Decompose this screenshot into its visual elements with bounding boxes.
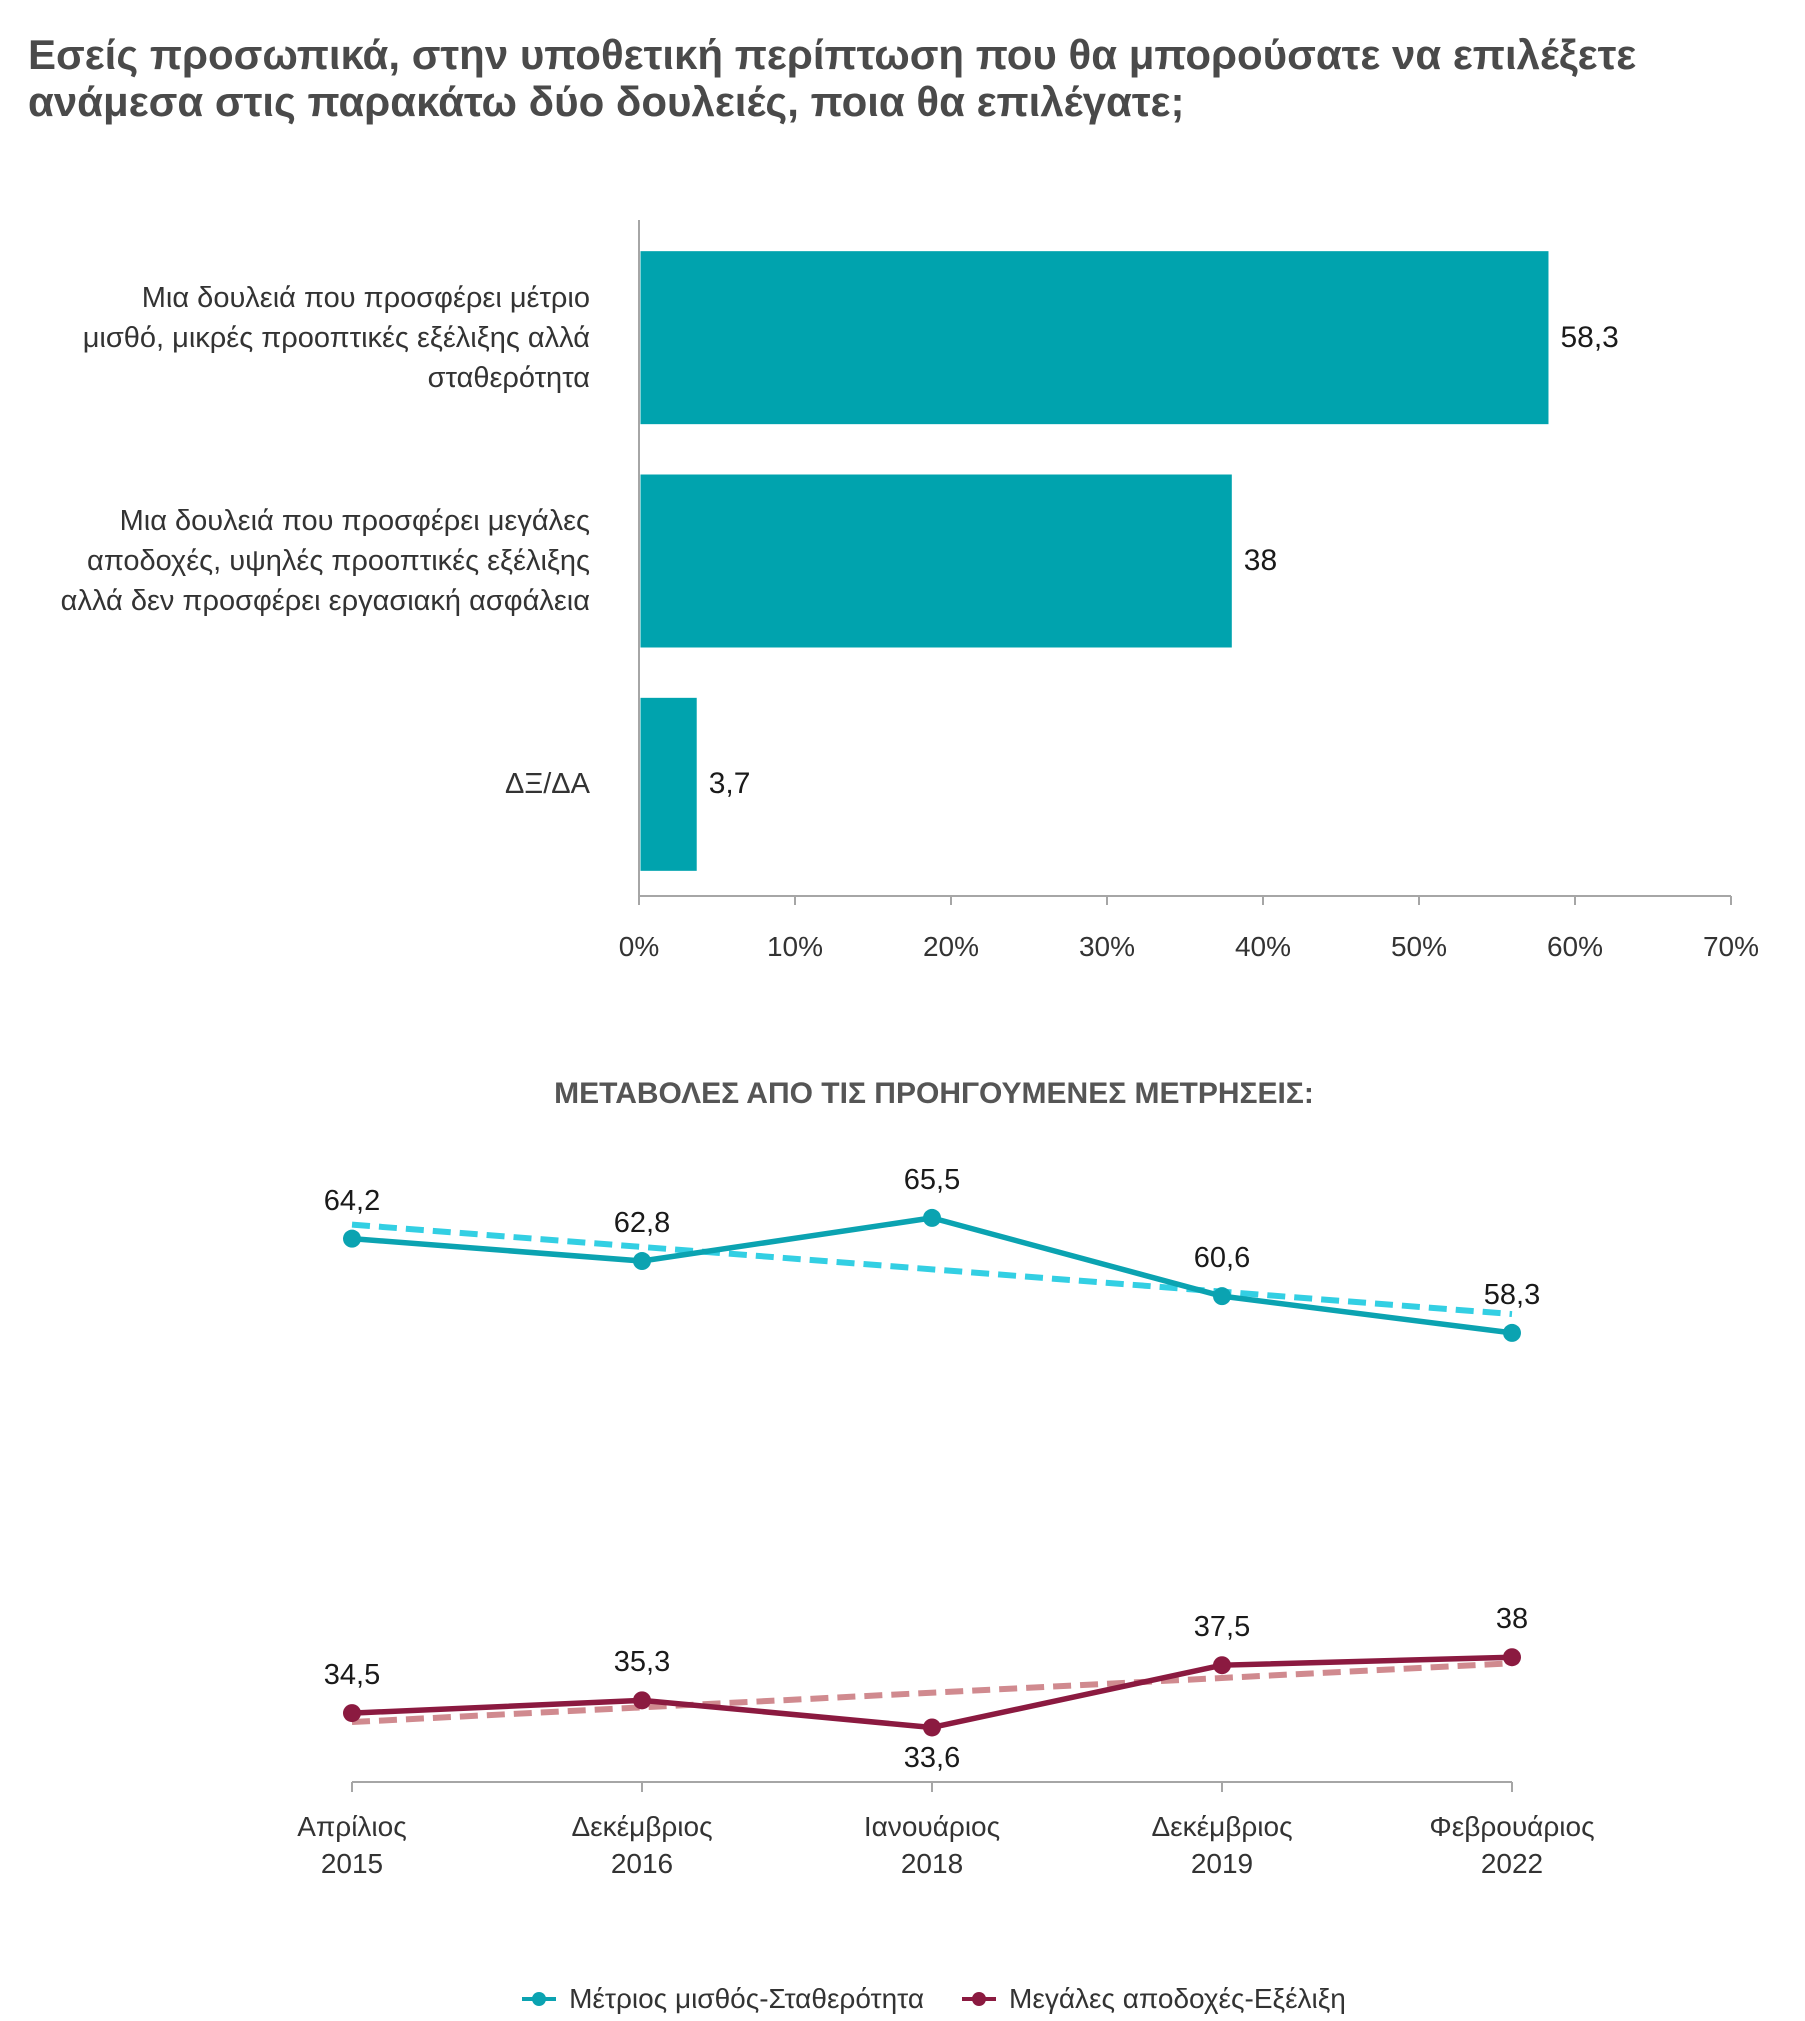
bar — [640, 251, 1549, 425]
data-label: 34,5 — [323, 1659, 381, 1692]
bar — [640, 697, 697, 871]
data-label: 38 — [1495, 1603, 1529, 1636]
x-tick-label: 70% — [1702, 931, 1760, 962]
data-label: 58,3 — [1483, 1278, 1541, 1311]
x-tick-label: 40% — [1234, 931, 1292, 962]
x-category-label: Ιανουάριος 2018 — [863, 1811, 1001, 1879]
data-point — [343, 1704, 361, 1723]
legend-item: Μεγάλες αποδοχές-Εξέλιξη — [962, 1982, 1346, 2016]
data-label: 65,5 — [903, 1163, 961, 1196]
data-point — [1213, 1287, 1231, 1306]
category-label: Μια δουλειά που προσφέρει μέτριο μισθό, … — [82, 281, 590, 394]
x-tick-label: 50% — [1390, 931, 1448, 962]
data-point — [1503, 1323, 1521, 1342]
legend-line-marker-icon — [522, 1992, 557, 2006]
data-point — [633, 1691, 651, 1710]
data-label: 60,6 — [1193, 1242, 1251, 1275]
bar-value-label: 3,7 — [708, 767, 751, 801]
x-category-label: Δεκέμβριος 2019 — [1151, 1811, 1293, 1879]
data-point — [1503, 1648, 1521, 1667]
data-label: 62,8 — [613, 1207, 671, 1240]
x-tick-label: 30% — [1078, 931, 1136, 962]
data-point — [633, 1252, 651, 1271]
data-point — [1213, 1656, 1231, 1675]
data-label: 37,5 — [1193, 1611, 1251, 1644]
page-title: Εσείς προσωπικά, στην υποθετική περίπτωσ… — [28, 31, 1637, 125]
x-tick-label: 10% — [766, 931, 824, 962]
data-point — [343, 1229, 361, 1248]
x-tick-label: 20% — [922, 931, 980, 962]
legend-line-marker-icon — [962, 1992, 997, 2006]
legend: Μέτριος μισθός-Σταθερότητα Μεγάλες αποδο… — [100, 1982, 1768, 2016]
data-label: 35,3 — [613, 1646, 671, 1679]
bar-value-label: 58,3 — [1560, 320, 1619, 354]
bar-value-label: 38 — [1243, 544, 1278, 577]
x-category-label: Δεκέμβριος 2016 — [571, 1811, 713, 1879]
x-category-label: Απρίλιος 2015 — [297, 1811, 407, 1879]
trend-line — [351, 1660, 1513, 1726]
x-tick-label: 0% — [618, 931, 660, 962]
line-chart-title: ΜΕΤΑΒΟΛΕΣ ΑΠΟ ΤΙΣ ΠΡΟΗΓΟΥΜΕΝΕΣ ΜΕΤΡΗΣΕΙΣ… — [554, 1077, 1314, 1110]
category-label: ΔΞ/ΔΑ — [505, 768, 590, 801]
legend-label: Μεγάλες αποδοχές-Εξέλιξη — [1009, 1983, 1346, 2014]
legend-item: Μέτριος μισθός-Σταθερότητα — [522, 1982, 924, 2016]
data-point — [923, 1208, 941, 1227]
data-label: 64,2 — [323, 1184, 381, 1217]
bar — [640, 474, 1232, 648]
data-point — [923, 1718, 941, 1737]
trend-line — [351, 1221, 1513, 1318]
x-category-label: Φεβρουάριος 2022 — [1429, 1811, 1595, 1879]
legend-label: Μέτριος μισθός-Σταθερότητα — [569, 1983, 925, 2014]
data-label: 33,6 — [903, 1742, 961, 1775]
category-label: Μια δουλειά που προσφέρει μεγάλες αποδοχ… — [60, 505, 590, 617]
x-tick-label: 60% — [1546, 931, 1604, 962]
